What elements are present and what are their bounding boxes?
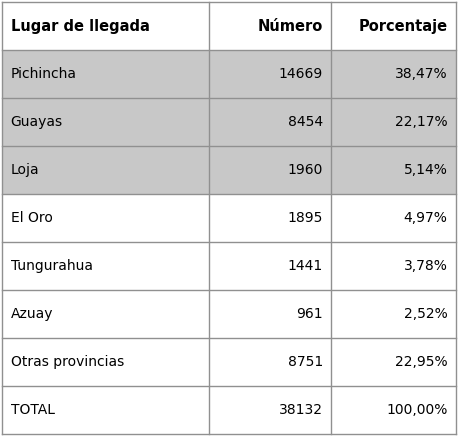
Bar [2,146,456,194]
Bar [2,242,456,290]
Bar [2,290,456,338]
Text: 961: 961 [296,307,323,321]
Text: Pichincha: Pichincha [11,67,76,81]
Text: Otras provincias: Otras provincias [11,355,124,369]
Text: 100,00%: 100,00% [386,403,447,417]
Bar [2,386,456,434]
Text: TOTAL: TOTAL [11,403,55,417]
Text: Azuay: Azuay [11,307,53,321]
Text: Loja: Loja [11,163,39,177]
Text: 5,14%: 5,14% [403,163,447,177]
Bar [2,194,456,242]
Text: 1960: 1960 [288,163,323,177]
Text: El Oro: El Oro [11,211,52,225]
Text: Tungurahua: Tungurahua [11,259,93,273]
Text: 3,78%: 3,78% [403,259,447,273]
Bar [2,98,456,146]
Text: 4,97%: 4,97% [403,211,447,225]
Bar [2,50,456,98]
Text: 38,47%: 38,47% [395,67,447,81]
Text: 1441: 1441 [288,259,323,273]
Text: 8454: 8454 [288,115,323,129]
Bar [2,2,456,50]
Text: 2,52%: 2,52% [403,307,447,321]
Bar [2,338,456,386]
Text: Número: Número [257,19,323,34]
Text: Lugar de llegada: Lugar de llegada [11,19,149,34]
Text: 1895: 1895 [288,211,323,225]
Text: Porcentaje: Porcentaje [358,19,447,34]
Text: 38132: 38132 [279,403,323,417]
Text: 8751: 8751 [288,355,323,369]
Text: 22,95%: 22,95% [395,355,447,369]
Text: 22,17%: 22,17% [395,115,447,129]
Text: 14669: 14669 [278,67,323,81]
Text: Guayas: Guayas [11,115,63,129]
